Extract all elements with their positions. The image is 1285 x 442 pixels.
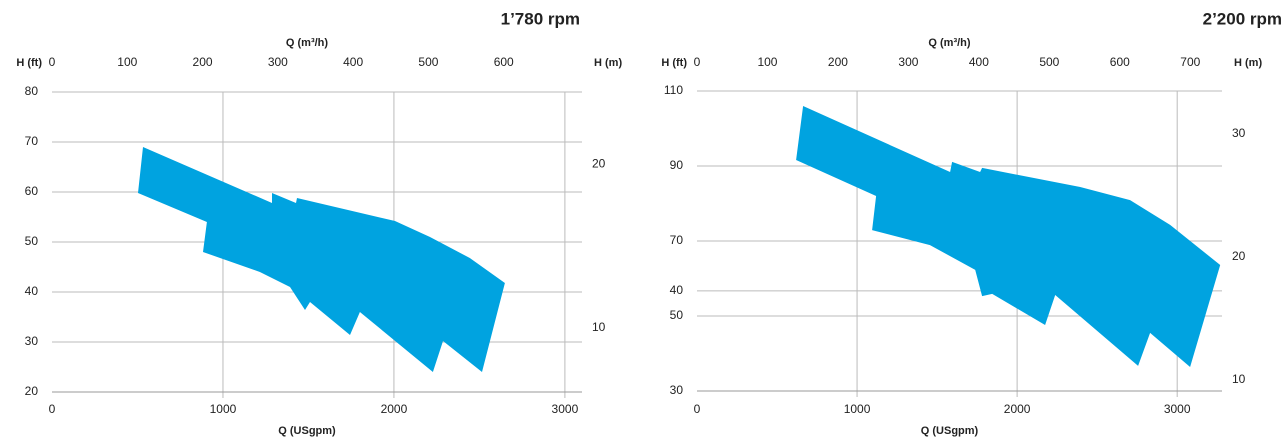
y-tick-label: 50 xyxy=(670,308,684,322)
y-tick-label: 30 xyxy=(25,334,39,348)
y2-tick-label: 20 xyxy=(592,156,606,170)
y-axis-label: H (ft) xyxy=(661,57,687,69)
x2-tick-label: 100 xyxy=(757,55,777,69)
operating-area xyxy=(138,147,505,372)
y-tick-label: 20 xyxy=(25,384,39,398)
x2-tick-label: 300 xyxy=(268,55,288,69)
x2-tick-label: 100 xyxy=(117,55,137,69)
operating-area xyxy=(796,106,1221,367)
x2-tick-label: 0 xyxy=(49,55,56,69)
x-tick-label: 3000 xyxy=(552,402,579,416)
x-axis-label: Q (USgpm) xyxy=(921,425,979,437)
x2-tick-label: 0 xyxy=(694,55,701,69)
x-tick-label: 2000 xyxy=(1004,402,1031,416)
x2-tick-label: 500 xyxy=(418,55,438,69)
chart-title: 1’780 rpm xyxy=(501,9,580,28)
x2-tick-label: 400 xyxy=(969,55,989,69)
y-tick-label: 40 xyxy=(25,284,39,298)
x2-tick-label: 400 xyxy=(343,55,363,69)
x2-tick-label: 600 xyxy=(1110,55,1130,69)
y2-tick-label: 10 xyxy=(1232,372,1246,386)
y-tick-label: 90 xyxy=(670,158,684,172)
y-tick-label: 30 xyxy=(670,383,684,397)
x2-tick-label: 700 xyxy=(1180,55,1200,69)
y-tick-label: 70 xyxy=(25,134,39,148)
x-tick-label: 1000 xyxy=(210,402,237,416)
y-tick-label: 50 xyxy=(25,234,39,248)
x2-tick-label: 200 xyxy=(193,55,213,69)
x-axis-label: Q (USgpm) xyxy=(278,425,336,437)
x2-tick-label: 200 xyxy=(828,55,848,69)
x2-tick-label: 600 xyxy=(494,55,514,69)
y-tick-label: 70 xyxy=(670,233,684,247)
y-axis-label: H (ft) xyxy=(16,57,42,69)
x-tick-label: 3000 xyxy=(1164,402,1191,416)
y-tick-label: 80 xyxy=(25,84,39,98)
y2-tick-label: 30 xyxy=(1232,126,1246,140)
y2-axis-label: H (m) xyxy=(594,57,622,69)
y-tick-label: 60 xyxy=(25,184,39,198)
y-tick-label: 40 xyxy=(670,283,684,297)
x-axis-top-label: Q (m³/h) xyxy=(286,37,328,49)
y2-axis-label: H (m) xyxy=(1234,57,1262,69)
chart-title: 2’200 rpm xyxy=(1203,9,1282,28)
y2-tick-label: 10 xyxy=(592,320,606,334)
x-tick-label: 2000 xyxy=(381,402,408,416)
x-tick-label: 0 xyxy=(49,402,56,416)
y-tick-label: 110 xyxy=(664,83,683,97)
x-axis-top-label: Q (m³/h) xyxy=(928,37,970,49)
x-tick-label: 0 xyxy=(694,402,701,416)
x2-tick-label: 500 xyxy=(1039,55,1059,69)
x-tick-label: 1000 xyxy=(844,402,871,416)
x2-tick-label: 300 xyxy=(898,55,918,69)
y2-tick-label: 20 xyxy=(1232,249,1246,263)
